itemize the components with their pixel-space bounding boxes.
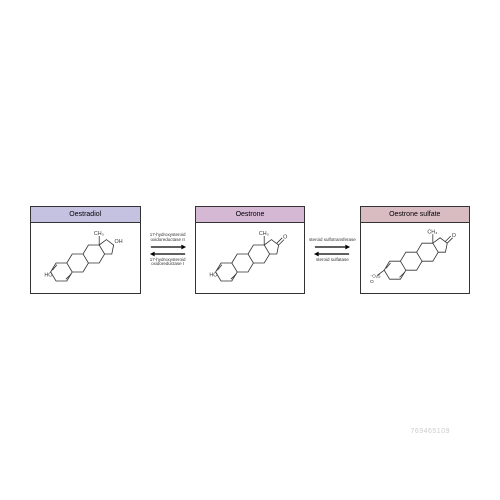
svg-text:HO: HO xyxy=(45,272,53,278)
svg-text:CH₃: CH₃ xyxy=(94,231,104,237)
compound-structure: HO CH₃ O xyxy=(196,223,305,293)
reaction-arrows-1: 17-hydroxysteroid oxidoreductase II 17-h… xyxy=(141,233,195,268)
arrow-right-icon xyxy=(149,244,187,250)
svg-text:⁻O₃S: ⁻O₃S xyxy=(370,273,381,278)
enzyme-forward: steroid sulfotransferase xyxy=(309,238,356,243)
svg-text:HO: HO xyxy=(209,272,217,278)
arrow-right-icon xyxy=(313,244,351,250)
svg-text:O: O xyxy=(283,234,287,240)
steroid-skeleton-icon: HO CH₃ OH xyxy=(36,227,134,290)
reaction-diagram: Oestradiol HO CH₃ OH 17-hydroxysteroid o… xyxy=(30,206,470,294)
compound-oestradiol: Oestradiol HO CH₃ OH xyxy=(30,206,141,294)
enzyme-reverse: 17-hydroxysteroid oxidoreductase I xyxy=(141,258,195,268)
compound-structure: HO CH₃ OH xyxy=(31,223,140,293)
enzyme-forward: 17-hydroxysteroid oxidoreductase II xyxy=(141,233,195,243)
steroid-skeleton-icon: O ⁻O₃S CH₃ O xyxy=(366,227,464,290)
arrow-left-icon xyxy=(313,251,351,257)
svg-text:OH: OH xyxy=(115,239,123,245)
compound-header: Oestradiol xyxy=(31,207,140,223)
arrow-left-icon xyxy=(149,251,187,257)
compound-header: Oestrone xyxy=(196,207,305,223)
compound-oestrone-sulfate: Oestrone sulfate O ⁻O₃S CH₃ xyxy=(360,206,471,294)
compound-oestrone: Oestrone HO CH₃ O xyxy=(195,206,306,294)
compound-structure: O ⁻O₃S CH₃ O xyxy=(361,223,470,293)
svg-text:O: O xyxy=(452,232,456,238)
svg-text:CH₃: CH₃ xyxy=(259,231,269,237)
compound-header: Oestrone sulfate xyxy=(361,207,470,223)
enzyme-reverse: steroid sulfatase xyxy=(316,258,349,263)
steroid-skeleton-icon: HO CH₃ O xyxy=(201,227,299,290)
svg-text:O: O xyxy=(370,278,374,284)
reaction-arrows-2: steroid sulfotransferase steroid sulfata… xyxy=(305,238,359,263)
svg-text:CH₃: CH₃ xyxy=(427,229,437,235)
watermark: 769465109 xyxy=(410,428,450,435)
